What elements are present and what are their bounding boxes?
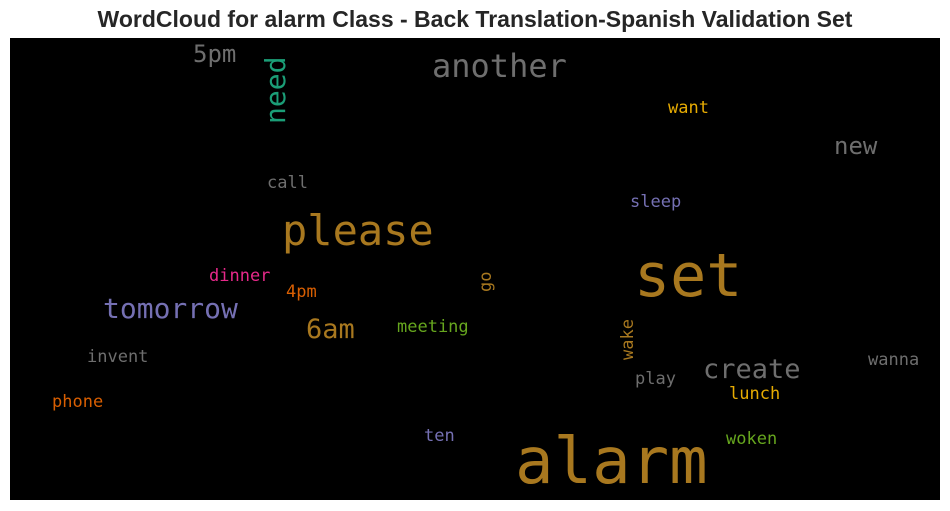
word-wanna: wanna: [868, 350, 920, 370]
word-another: another: [432, 47, 567, 85]
word-cloud: alarm set please another tomorrow need c…: [10, 38, 940, 500]
word-tomorrow: tomorrow: [103, 292, 238, 325]
word-wake: wake: [618, 319, 638, 360]
word-lunch: lunch: [729, 384, 781, 404]
word-4pm: 4pm: [286, 282, 317, 302]
word-dinner: dinner: [209, 266, 271, 286]
word-need: need: [259, 56, 292, 124]
word-invent: invent: [87, 347, 149, 367]
word-phone: phone: [52, 392, 104, 412]
word-ten: ten: [424, 426, 455, 446]
word-sleep: sleep: [630, 192, 682, 212]
chart-title: WordCloud for alarm Class - Back Transla…: [97, 6, 853, 32]
word-play: play: [635, 369, 676, 389]
word-want: want: [668, 98, 709, 118]
word-create: create: [703, 354, 801, 385]
word-new: new: [834, 132, 878, 160]
word-meeting: meeting: [397, 317, 469, 337]
word-woken: woken: [726, 429, 778, 449]
word-go: go: [476, 271, 496, 292]
word-6am: 6am: [306, 314, 355, 345]
word-set: set: [634, 241, 743, 311]
word-call: call: [267, 173, 308, 193]
word-alarm: alarm: [515, 425, 708, 499]
word-5pm: 5pm: [193, 40, 237, 68]
word-please: please: [282, 206, 434, 255]
